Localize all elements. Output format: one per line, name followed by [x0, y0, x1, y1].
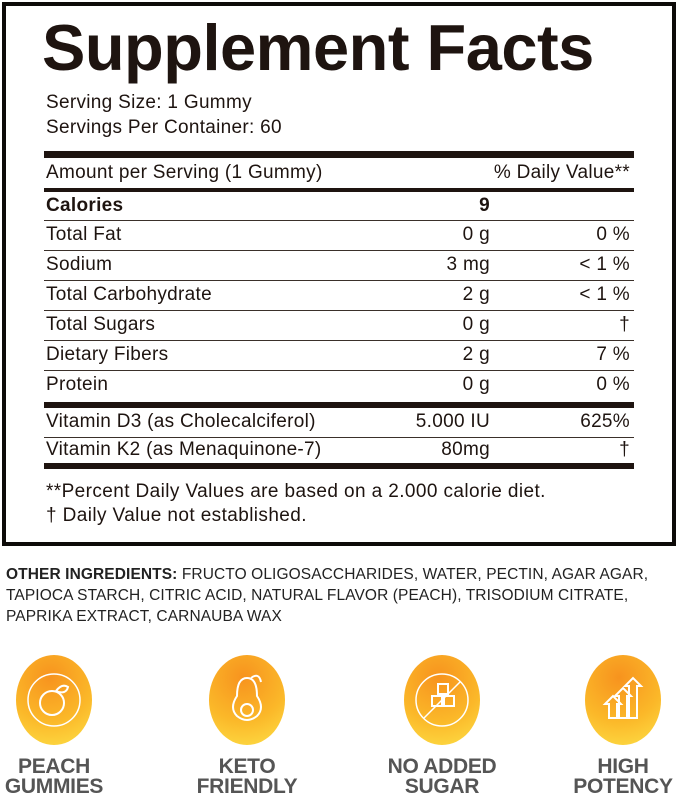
badge-high: HIGH POTENCY — [548, 655, 679, 797]
nutrient-label: Sodium — [46, 254, 113, 275]
nutrient-dv: 7 % — [596, 344, 630, 365]
serving-size: Serving Size: 1 Gummy — [46, 92, 252, 113]
badge-label: HIGH POTENCY — [548, 755, 679, 798]
badge-no-added: NO ADDED SUGAR — [367, 655, 517, 797]
nutrient-row: Total Fat 0 g 0 % — [46, 221, 630, 249]
header-row: Amount per Serving (1 Gummy) % Daily Val… — [46, 159, 630, 187]
nutrient-dv: † — [619, 439, 630, 460]
nutrient-amount: 0 g — [462, 314, 490, 335]
ingredients-text: FRUCTO OLIGOSACCHARIDES, WATER, PECTIN, … — [6, 566, 649, 625]
nutrient-amount: 2 g — [462, 344, 490, 365]
other-ingredients: OTHER INGREDIENTS: FRUCTO OLIGOSACCHARID… — [6, 564, 676, 627]
footnote-daily-values: **Percent Daily Values are based on a 2.… — [46, 481, 546, 502]
footnote-not-established: † Daily Value not established. — [46, 505, 307, 526]
medium-divider — [44, 188, 634, 192]
nutrient-amount: 5.000 IU — [415, 411, 490, 432]
ingredients-label: OTHER INGREDIENTS: — [6, 566, 178, 583]
divider — [44, 437, 634, 438]
nutrient-amount: 80mg — [441, 439, 490, 460]
nutrient-row: Dietary Fibers 2 g 7 % — [46, 341, 630, 369]
nutrient-dv: < 1 % — [579, 254, 630, 275]
nutrient-amount: 2 g — [462, 284, 490, 305]
thick-divider — [44, 463, 634, 469]
servings-per-container: Servings Per Container: 60 — [46, 117, 282, 138]
badge-circle — [585, 655, 661, 745]
badge-circle — [404, 655, 480, 745]
badge-label-line: SUGAR — [404, 775, 480, 798]
nutrient-row: Total Carbohydrate 2 g < 1 % — [46, 281, 630, 309]
nutrient-label: Total Fat — [46, 224, 122, 245]
badge-label-line: GUMMIES — [4, 775, 104, 798]
badge-label-line: FRIENDLY — [196, 775, 298, 798]
divider — [44, 250, 634, 251]
divider — [44, 310, 634, 311]
nutrient-amount: 0 g — [462, 374, 490, 395]
thick-divider — [44, 151, 634, 158]
badge-label-line: PEACH — [17, 755, 90, 778]
no-sugar-cubes-icon — [415, 673, 469, 727]
nutrient-dv: 625% — [580, 411, 630, 432]
nutrient-dv: < 1 % — [579, 284, 630, 305]
badge-peach: PEACH GUMMIES — [0, 655, 129, 797]
nutrient-dv: 0 % — [596, 374, 630, 395]
nutrient-row: Vitamin D3 (as Cholecalciferol) 5.000 IU 6… — [46, 408, 630, 436]
nutrient-label: Dietary Fibers — [46, 344, 169, 365]
badge-keto: KETO FRIENDLY — [172, 655, 322, 797]
nutrient-label: Vitamin D3 (as Cholecalciferol) — [46, 411, 316, 432]
badge-circle — [209, 655, 285, 745]
nutrient-amount: 9 — [479, 195, 490, 216]
badge-label-line: KETO — [218, 755, 276, 778]
nutrient-row: Sodium 3 mg < 1 % — [46, 251, 630, 279]
nutrient-row: Protein 0 g 0 % — [46, 371, 630, 399]
divider — [44, 340, 634, 341]
badge-circle — [16, 655, 92, 745]
badge-label-line: HIGH — [597, 755, 649, 778]
calories-row: Calories 9 — [46, 192, 630, 220]
amount-header: Amount per Serving (1 Gummy) — [46, 162, 323, 183]
nutrient-label: Total Carbohydrate — [46, 284, 212, 305]
nutrient-dv: † — [619, 314, 630, 335]
nutrient-dv: 0 % — [596, 224, 630, 245]
avocado-icon — [232, 674, 262, 721]
divider — [44, 220, 634, 221]
nutrient-label: Total Sugars — [46, 314, 156, 335]
nutrient-label: Calories — [46, 195, 124, 216]
thick-divider — [44, 402, 634, 408]
peach-icon — [27, 673, 81, 727]
nutrient-amount: 3 mg — [446, 254, 490, 275]
divider — [44, 280, 634, 281]
supplement-facts-panel — [2, 2, 676, 546]
dv-header: % Daily Value** — [493, 162, 630, 183]
badge-label: PEACH GUMMIES — [0, 755, 129, 798]
badge-label-line: NO ADDED — [387, 755, 497, 778]
nutrient-label: Protein — [46, 374, 109, 395]
nutrient-amount: 0 g — [462, 224, 490, 245]
panel-title: Supplement Facts — [42, 11, 594, 84]
arrows-up-icon — [602, 676, 644, 719]
badge-label: KETO FRIENDLY — [172, 755, 322, 798]
badge-label-line: POTENCY — [573, 775, 673, 798]
nutrient-label: Vitamin K2 (as Menaquinone-7) — [46, 439, 322, 460]
divider — [44, 370, 634, 371]
nutrient-row: Total Sugars 0 g † — [46, 311, 630, 339]
badge-label: NO ADDED SUGAR — [367, 755, 517, 798]
nutrient-row: Vitamin K2 (as Menaquinone-7) 80mg † — [46, 436, 630, 464]
